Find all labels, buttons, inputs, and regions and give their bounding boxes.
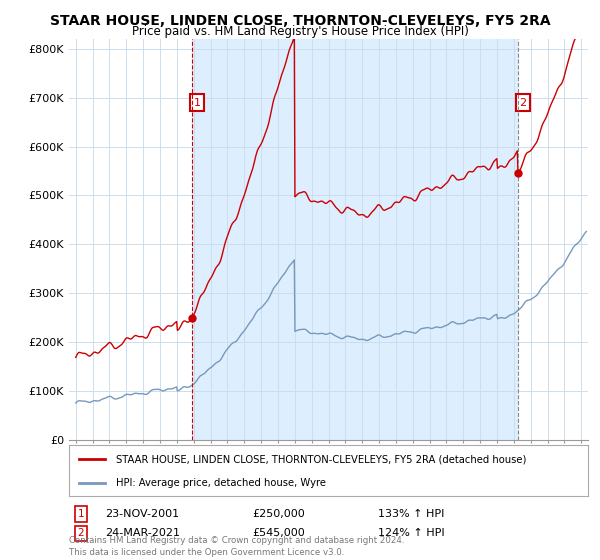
Text: STAAR HOUSE, LINDEN CLOSE, THORNTON-CLEVELEYS, FY5 2RA (detached house): STAAR HOUSE, LINDEN CLOSE, THORNTON-CLEV… bbox=[116, 454, 526, 464]
Text: 2: 2 bbox=[77, 528, 85, 538]
Text: 23-NOV-2001: 23-NOV-2001 bbox=[105, 509, 179, 519]
Text: STAAR HOUSE, LINDEN CLOSE, THORNTON-CLEVELEYS, FY5 2RA: STAAR HOUSE, LINDEN CLOSE, THORNTON-CLEV… bbox=[50, 14, 550, 28]
Bar bbox=[192, 39, 518, 440]
Text: HPI: Average price, detached house, Wyre: HPI: Average price, detached house, Wyre bbox=[116, 478, 326, 488]
Text: 1: 1 bbox=[77, 509, 85, 519]
Text: Price paid vs. HM Land Registry's House Price Index (HPI): Price paid vs. HM Land Registry's House … bbox=[131, 25, 469, 38]
Text: 2: 2 bbox=[519, 97, 526, 108]
Text: £545,000: £545,000 bbox=[252, 528, 305, 538]
Text: £250,000: £250,000 bbox=[252, 509, 305, 519]
Text: 133% ↑ HPI: 133% ↑ HPI bbox=[378, 509, 445, 519]
Text: 24-MAR-2021: 24-MAR-2021 bbox=[105, 528, 180, 538]
Text: 124% ↑ HPI: 124% ↑ HPI bbox=[378, 528, 445, 538]
Text: 1: 1 bbox=[194, 97, 200, 108]
Text: Contains HM Land Registry data © Crown copyright and database right 2024.
This d: Contains HM Land Registry data © Crown c… bbox=[69, 536, 404, 557]
